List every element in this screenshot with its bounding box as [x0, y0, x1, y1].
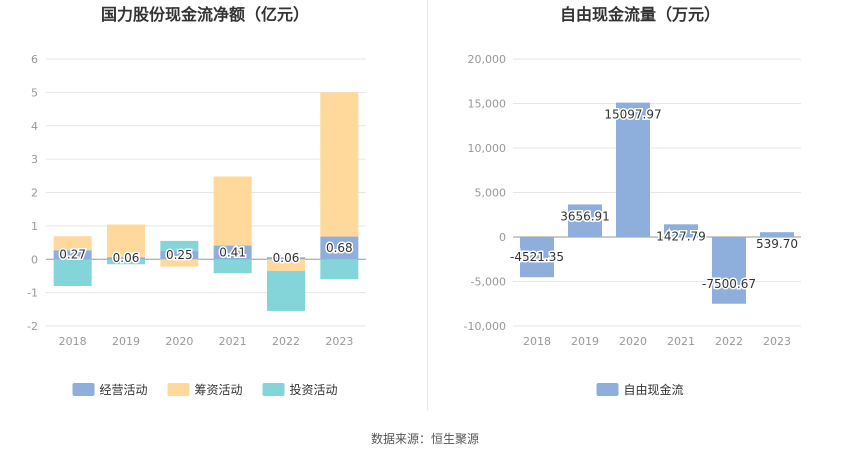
data-label: 15097.97 [604, 108, 661, 122]
data-source: 数据来源：恒生聚源 [370, 432, 479, 446]
bar [160, 259, 199, 267]
y-tick-label: 2 [31, 187, 38, 200]
y-tick-label: -5,000 [471, 276, 506, 289]
legend-item: 投资活动 [262, 382, 338, 397]
data-label: 0.68 [326, 241, 353, 255]
x-tick-label: 2020 [165, 335, 193, 348]
bar [107, 259, 145, 265]
bar [213, 259, 252, 274]
bar [568, 204, 602, 237]
bar [664, 224, 698, 237]
free-cash-flow-chart-panel: 自由现金流量（万元） -10,000 -5,000 0 5,000 10,000 15,00… [428, 0, 850, 410]
bar [213, 245, 252, 260]
legend-item: 筹资活动 [167, 383, 243, 397]
legend-label: 自由现金流 [624, 382, 684, 397]
data-label: -4521.35 [510, 250, 564, 264]
y-tick-label: 20,000 [468, 53, 507, 66]
legend-label: 投资活动 [290, 382, 338, 397]
x-tick-label: 2022 [272, 335, 300, 348]
x-tick-label: 2022 [715, 335, 743, 348]
x-tick-label: 2018 [59, 335, 87, 348]
bar [320, 236, 359, 260]
y-tick-label: 3 [31, 153, 38, 166]
y-tick-label: 1 [31, 220, 38, 233]
chart-title: 国力股份现金流净额（亿元） [101, 5, 309, 24]
data-label: 0.41 [219, 245, 246, 259]
x-tick-label: 2020 [619, 335, 647, 348]
bar [213, 176, 252, 246]
bar [267, 257, 305, 260]
data-label: 539.70 [756, 237, 798, 251]
bar [53, 250, 92, 260]
legend-swatch [72, 383, 95, 396]
bar [320, 259, 359, 280]
bar [160, 240, 199, 251]
data-label: 0.06 [273, 251, 300, 265]
bar [53, 259, 92, 286]
free-cash-flow-chart: 自由现金流量（万元） -10,000 -5,000 0 5,000 10,000 15,00… [464, 5, 801, 397]
y-tick-label: 6 [31, 53, 38, 66]
panel-divider [427, 0, 428, 410]
bar [107, 257, 145, 260]
legend-swatch [167, 383, 190, 396]
bar [53, 236, 92, 251]
legend-label: 经营活动 [100, 383, 148, 397]
bar [267, 259, 305, 271]
x-tick-label: 2019 [112, 335, 140, 348]
data-label: 0.06 [113, 251, 140, 265]
legend-swatch [596, 383, 619, 396]
y-tick-label: 5,000 [475, 187, 507, 200]
bar [107, 224, 145, 258]
x-tick-label: 2018 [523, 335, 551, 348]
data-label: 3656.91 [560, 209, 610, 223]
y-tick-label: -1 [27, 287, 38, 300]
x-tick-label: 2021 [219, 335, 247, 348]
bar [267, 270, 305, 311]
legend-item: 自由现金流 [596, 382, 684, 397]
data-label: 0.25 [166, 248, 193, 262]
y-tick-label: -2 [27, 320, 38, 333]
y-tick-label: -10,000 [464, 320, 506, 333]
legend-swatch [262, 383, 285, 396]
bar [712, 237, 746, 304]
data-label: -7500.67 [702, 277, 756, 291]
x-tick-label: 2023 [325, 335, 353, 348]
x-tick-label: 2019 [571, 335, 599, 348]
cash-flow-chart: 国力股份现金流净额（亿元） -2 -1 0 1 2 3 4 5 6 2018 2019 2020 2021… [27, 5, 366, 397]
data-label: 0.27 [59, 248, 86, 262]
y-tick-label: 0 [499, 231, 506, 244]
bar [760, 232, 794, 237]
data-label: 1427.79 [656, 229, 706, 243]
y-tick-label: 10,000 [468, 142, 507, 155]
y-tick-label: 0 [31, 253, 38, 266]
bar [160, 250, 199, 260]
chart-title: 自由现金流量（万元） [560, 5, 720, 24]
y-tick-label: 5 [31, 86, 38, 99]
x-tick-label: 2021 [667, 335, 695, 348]
y-tick-label: 15,000 [468, 98, 507, 111]
cash-flow-chart-panel: 国力股份现金流净额（亿元） -2 -1 0 1 2 3 4 5 6 2018 2019 2020 2021… [0, 0, 427, 410]
bar [520, 237, 554, 278]
legend-label: 筹资活动 [195, 383, 243, 397]
bar [616, 102, 650, 237]
y-tick-label: 4 [31, 120, 38, 133]
legend-item: 经营活动 [72, 383, 148, 397]
x-tick-label: 2023 [763, 335, 791, 348]
bar [320, 92, 359, 237]
